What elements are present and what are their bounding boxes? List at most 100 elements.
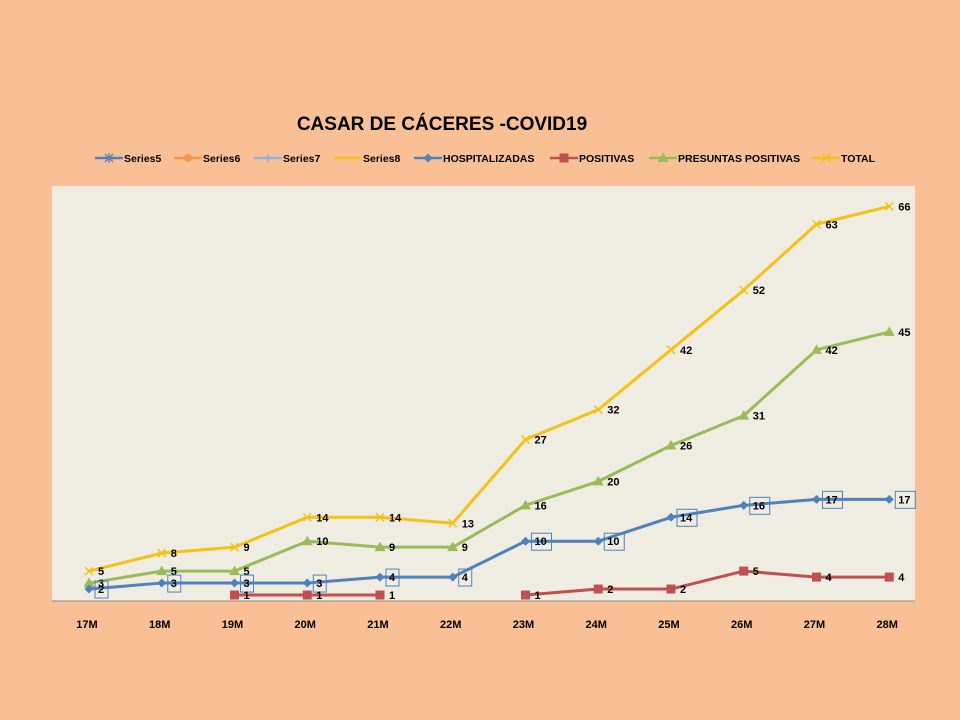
data-label-box (385, 568, 400, 587)
data-point (157, 548, 167, 558)
data-label: 1 (244, 590, 250, 602)
legend-item-series7: Series7 (254, 153, 321, 165)
chart-title: CASAR DE CÁCERES -COVID19 (297, 113, 587, 135)
data-point (301, 535, 313, 546)
data-label-box (894, 490, 916, 509)
data-label: 31 (753, 411, 765, 423)
data-label: 5 (98, 566, 104, 578)
data-label-text: 3 (316, 578, 322, 590)
data-label: 5 (171, 566, 177, 578)
legend-marker-triangle (657, 152, 669, 162)
data-label-text: 3 (244, 578, 250, 590)
data-label-box (531, 532, 552, 551)
data-label: 4 (385, 568, 400, 587)
x-tick-label: 20M (295, 619, 316, 631)
data-label-text: 66 (898, 201, 910, 213)
data-label-text: 45 (898, 327, 910, 339)
data-point (229, 542, 240, 552)
data-label-text: 9 (244, 542, 250, 554)
x-tick-label: 26M (731, 619, 752, 631)
data-label: 52 (753, 285, 765, 297)
x-tick-label: 28M (877, 619, 898, 631)
data-label-text: 2 (98, 584, 104, 596)
series-total (84, 201, 894, 576)
data-label-box (94, 580, 109, 599)
data-label: 13 (462, 518, 474, 530)
x-tick-label: 24M (586, 619, 607, 631)
legend-label: Series8 (363, 153, 401, 165)
x-tick-label: 27M (804, 619, 825, 631)
legend-label: TOTAL (841, 153, 876, 165)
x-tick-label: 18M (149, 619, 170, 631)
data-point (666, 345, 676, 355)
data-label-text: 26 (680, 441, 692, 453)
data-label: 9 (389, 542, 395, 554)
series-line (88, 204, 890, 573)
data-label-text: 32 (607, 405, 619, 417)
data-point (593, 536, 603, 546)
data-point (811, 219, 822, 229)
data-point (302, 578, 312, 588)
data-point (230, 590, 239, 600)
data-label-text: 8 (171, 548, 177, 560)
data-point (812, 572, 821, 582)
data-point (447, 541, 459, 552)
data-label-text: 1 (535, 590, 541, 602)
data-point (884, 201, 894, 211)
data-point (811, 344, 822, 354)
legend-label: Series6 (203, 153, 241, 165)
legend-item-series5: Series5 (95, 153, 162, 165)
data-label-box (458, 568, 473, 587)
data-point (521, 590, 530, 600)
data-label: 3 (240, 574, 254, 593)
data-label: 3 (98, 578, 104, 590)
data-point (156, 565, 168, 576)
series-positivas (230, 566, 894, 600)
data-point (375, 512, 385, 522)
series-layer (83, 201, 895, 600)
data-point (448, 572, 458, 582)
data-label: 5 (753, 566, 759, 578)
data-label-text: 5 (98, 566, 104, 578)
data-label: 14 (389, 512, 402, 524)
data-label: 5 (244, 566, 250, 578)
data-label-text: 42 (826, 345, 838, 357)
x-tick-label: 22M (440, 619, 461, 631)
data-label: 26 (680, 441, 692, 453)
data-label-text: 10 (316, 536, 328, 548)
data-point (83, 577, 95, 588)
legend-marker-plus (264, 154, 272, 162)
data-label-text: 5 (753, 566, 759, 578)
x-tick-layer: 17M 18M 19M 20M 21M 22M 23M 24M 25M 26M 27M 28M (76, 619, 898, 631)
data-label-text: 1 (244, 590, 250, 602)
data-label-box (676, 508, 698, 527)
data-label: 4 (458, 568, 473, 587)
legend-item-series6: Series6 (174, 153, 241, 165)
series-line (88, 497, 890, 591)
data-label-text: 42 (680, 345, 692, 357)
legend-item-hospitalizadas: HOSPITALIZADAS (414, 153, 534, 165)
data-label: 1 (389, 590, 395, 602)
data-label-text: 4 (826, 572, 833, 584)
data-label: 16 (535, 500, 547, 512)
data-point (520, 499, 531, 510)
legend-label: POSITIVAS (579, 153, 634, 165)
data-label: 3 (312, 574, 327, 593)
data-label-text: 4 (898, 572, 905, 584)
data-label: 42 (826, 345, 838, 357)
legend: Series5 Series6 Series7 Series8 HOSPITALIZAD… (95, 152, 876, 165)
data-label-text: 16 (753, 500, 765, 512)
data-label: 4 (826, 572, 833, 584)
data-label: 63 (826, 219, 838, 231)
data-label: 9 (462, 542, 468, 554)
data-label: 45 (898, 327, 910, 339)
legend-label: Series7 (283, 153, 321, 165)
data-label: 16 (749, 496, 771, 515)
data-point (666, 512, 676, 522)
data-label: 2 (680, 584, 686, 596)
data-label-text: 52 (753, 285, 765, 297)
data-point (666, 584, 676, 594)
data-label-box (749, 496, 771, 515)
series-line (525, 569, 890, 597)
